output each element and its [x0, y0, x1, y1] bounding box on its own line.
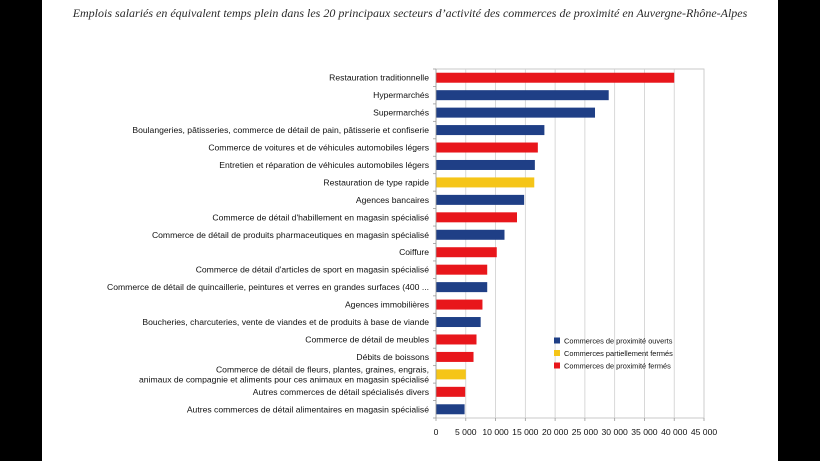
x-tick-label: 5 000	[455, 427, 477, 437]
bar	[436, 369, 466, 380]
category-label: Boulangeries, pâtisseries, commerce de d…	[132, 125, 429, 135]
legend-label: Commerces partiellement fermés	[564, 349, 673, 358]
bar	[436, 194, 525, 205]
legend-swatch	[554, 362, 560, 369]
bar	[436, 229, 505, 240]
category-label: Restauration de type rapide	[323, 177, 429, 187]
category-label: Boucheries, charcuteries, vente de viand…	[142, 317, 429, 327]
category-label: Agences bancaires	[356, 195, 429, 205]
category-label: Commerce de détail de fleurs, plantes, g…	[216, 364, 429, 374]
category-label: Supermarchés	[373, 108, 429, 118]
x-tick-label: 20 000	[542, 427, 569, 437]
bar-chart: 0 5 000 10 000 15 000 20 000 25 000 30 000 35 0…	[107, 68, 718, 437]
bar	[436, 125, 545, 136]
x-tick-label: 30 000	[602, 427, 629, 437]
legend-label: Commerces de proximité ouverts	[564, 337, 673, 346]
x-tick-label: 10 000	[482, 427, 509, 437]
x-tick-label: 45 000	[691, 427, 718, 437]
x-tick-label: 0	[434, 427, 439, 437]
category-label: animaux de compagnie et aliments pour ce…	[139, 374, 429, 384]
chart-title: Emplois salariés en équivalent temps ple…	[72, 6, 748, 20]
bar	[436, 334, 477, 345]
slide: Emplois salariés en équivalent temps ple…	[42, 0, 778, 461]
category-label: Agences immobilières	[345, 300, 429, 310]
category-label: Commerce de voitures et de véhicules aut…	[208, 143, 429, 153]
bar	[436, 317, 481, 328]
bar	[436, 247, 497, 258]
category-label: Commerce de détail de produits pharmaceu…	[152, 230, 429, 240]
legend-label: Commerces de proximité fermés	[564, 362, 671, 371]
category-label: Restauration traditionnelle	[329, 73, 429, 83]
bar	[436, 386, 466, 397]
bar	[436, 177, 535, 188]
bar	[436, 142, 538, 153]
legend-swatch	[554, 337, 560, 344]
bar	[436, 212, 517, 223]
x-tick-label: 15 000	[512, 427, 539, 437]
bar	[436, 282, 488, 293]
bar	[436, 159, 535, 170]
category-label: Hypermarchés	[373, 90, 429, 100]
legend-swatch	[554, 350, 560, 356]
category-label: Commerce de détail de meubles	[305, 334, 429, 344]
category-label: Débits de boissons	[356, 352, 429, 362]
category-label: Commerce de détail d'habillement en maga…	[212, 212, 429, 222]
category-label: Commerce de détail d'articles de sport e…	[196, 265, 430, 275]
bar	[436, 72, 675, 83]
bar	[436, 351, 474, 362]
category-label: Commerce de détail de quincaillerie, pei…	[107, 282, 429, 292]
category-label: Autres commerces de détail spécialisés d…	[253, 387, 429, 397]
bar	[436, 107, 596, 118]
x-tick-label: 35 000	[631, 427, 658, 437]
category-label: Autres commerces de détail alimentaires …	[187, 404, 429, 414]
bar	[436, 264, 488, 275]
x-tick-label: 25 000	[572, 427, 599, 437]
category-label: Coiffure	[399, 247, 429, 257]
bar	[436, 90, 609, 101]
bar	[436, 299, 483, 310]
x-tick-label: 40 000	[661, 427, 688, 437]
bar	[436, 404, 465, 415]
category-label: Entretien et réparation de véhicules aut…	[219, 160, 429, 170]
